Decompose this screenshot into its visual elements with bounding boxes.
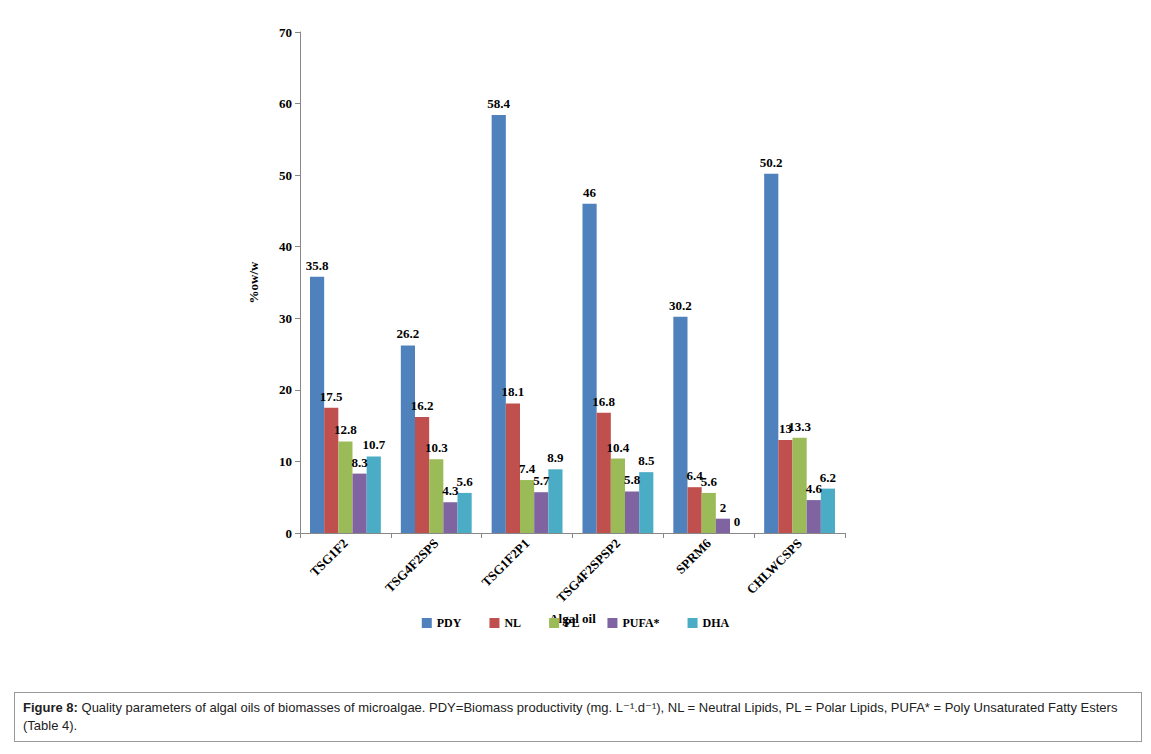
svg-text:4.3: 4.3 bbox=[442, 483, 459, 499]
svg-text:TSG1F2: TSG1F2 bbox=[307, 536, 351, 580]
svg-text:12.8: 12.8 bbox=[334, 422, 357, 437]
svg-text:58.4: 58.4 bbox=[487, 96, 510, 111]
svg-text:35.8: 35.8 bbox=[306, 258, 329, 273]
svg-text:18.1: 18.1 bbox=[502, 384, 525, 399]
svg-text:PL: PL bbox=[564, 616, 579, 630]
svg-text:20: 20 bbox=[279, 382, 292, 397]
svg-text:17.5: 17.5 bbox=[320, 389, 343, 404]
svg-text:16.8: 16.8 bbox=[592, 394, 615, 409]
svg-text:TSG1F2P1: TSG1F2P1 bbox=[478, 536, 532, 590]
svg-text:40: 40 bbox=[279, 239, 292, 254]
svg-text:0: 0 bbox=[286, 526, 293, 541]
svg-text:50.2: 50.2 bbox=[760, 155, 783, 170]
svg-text:30: 30 bbox=[279, 311, 292, 326]
svg-text:8.5: 8.5 bbox=[638, 453, 655, 468]
svg-text:8.3: 8.3 bbox=[351, 455, 368, 470]
svg-text:PDY: PDY bbox=[437, 616, 462, 630]
svg-text:5.8: 5.8 bbox=[624, 472, 641, 487]
svg-text:50: 50 bbox=[279, 168, 292, 183]
svg-text:30.2: 30.2 bbox=[669, 298, 692, 313]
svg-text:6.4: 6.4 bbox=[686, 468, 703, 484]
svg-text:16.2: 16.2 bbox=[411, 398, 434, 413]
html-text:Figure 8: Quality parameters o: Figure 8: Quality parameters of algal oi… bbox=[23, 700, 1118, 733]
svg-text:4.6: 4.6 bbox=[805, 481, 822, 497]
svg-text:NL: NL bbox=[504, 616, 521, 630]
svg-text:%ow/w: %ow/w bbox=[246, 261, 261, 304]
svg-text:SPRM6: SPRM6 bbox=[673, 535, 715, 577]
svg-text:5.7: 5.7 bbox=[533, 473, 550, 488]
svg-text:TSG4F2SPSP2: TSG4F2SPSP2 bbox=[553, 536, 623, 606]
svg-text:DHA: DHA bbox=[703, 616, 730, 630]
svg-text:60: 60 bbox=[279, 96, 292, 111]
svg-text:CHLWCSPS: CHLWCSPS bbox=[744, 536, 805, 597]
svg-text:10.4: 10.4 bbox=[607, 440, 630, 455]
svg-text:10.7: 10.7 bbox=[362, 437, 385, 452]
svg-text:26.2: 26.2 bbox=[397, 326, 420, 341]
svg-text:5.6: 5.6 bbox=[456, 474, 473, 489]
svg-text:70: 70 bbox=[279, 25, 292, 40]
svg-text:5.6: 5.6 bbox=[701, 474, 718, 489]
svg-text:13.3: 13.3 bbox=[788, 419, 811, 434]
svg-text:10.3: 10.3 bbox=[425, 440, 448, 455]
svg-text:8.9: 8.9 bbox=[547, 450, 564, 465]
svg-text:0: 0 bbox=[734, 514, 741, 529]
svg-text:PUFA*: PUFA* bbox=[622, 616, 659, 630]
svg-text:TSG4F2SPS: TSG4F2SPS bbox=[382, 536, 442, 596]
svg-text:46: 46 bbox=[583, 185, 597, 200]
svg-text:2: 2 bbox=[720, 500, 727, 515]
svg-text:10: 10 bbox=[279, 454, 292, 469]
svg-text:6.2: 6.2 bbox=[820, 470, 836, 485]
svg-text:13: 13 bbox=[778, 421, 792, 436]
svg-text:7.4: 7.4 bbox=[519, 461, 536, 476]
